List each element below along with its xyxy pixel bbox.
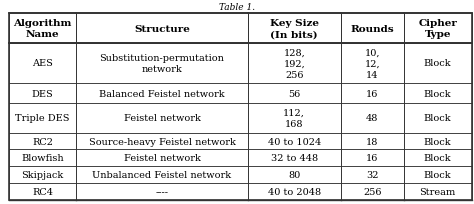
Bar <box>247 14 341 44</box>
Bar <box>76 133 247 150</box>
Bar <box>9 104 76 133</box>
Text: Blowfish: Blowfish <box>21 154 64 163</box>
Bar <box>247 104 341 133</box>
Bar <box>9 44 76 84</box>
Bar <box>404 183 472 200</box>
Text: Unbalanced Feistel network: Unbalanced Feistel network <box>92 170 232 179</box>
Text: Block: Block <box>424 59 451 68</box>
Text: AES: AES <box>32 59 53 68</box>
Bar <box>404 44 472 84</box>
Text: 48: 48 <box>366 114 378 123</box>
Text: 18: 18 <box>366 137 378 146</box>
Bar <box>341 166 404 183</box>
Text: 56: 56 <box>288 89 301 98</box>
Bar <box>9 166 76 183</box>
Text: RC2: RC2 <box>32 137 53 146</box>
Bar <box>341 150 404 166</box>
Text: Algorithm
Name: Algorithm Name <box>13 19 72 39</box>
Bar <box>247 166 341 183</box>
Text: Block: Block <box>424 114 451 123</box>
Text: Block: Block <box>424 154 451 163</box>
Bar <box>341 104 404 133</box>
Bar <box>404 133 472 150</box>
Bar <box>247 133 341 150</box>
Bar <box>404 104 472 133</box>
Text: 40 to 2048: 40 to 2048 <box>268 187 321 196</box>
Bar <box>247 150 341 166</box>
Bar <box>9 84 76 104</box>
Text: Block: Block <box>424 170 451 179</box>
Bar <box>9 183 76 200</box>
Text: Source-heavy Feistel network: Source-heavy Feistel network <box>89 137 236 146</box>
Text: Feistel network: Feistel network <box>124 154 201 163</box>
Text: 16: 16 <box>366 89 378 98</box>
Text: 256: 256 <box>363 187 382 196</box>
Bar <box>247 44 341 84</box>
Bar <box>404 84 472 104</box>
Bar <box>341 84 404 104</box>
Text: 16: 16 <box>366 154 378 163</box>
Bar <box>404 150 472 166</box>
Text: Rounds: Rounds <box>350 24 394 33</box>
Text: Substitution-permutation
network: Substitution-permutation network <box>100 54 225 74</box>
Text: 128,
192,
256: 128, 192, 256 <box>283 48 305 79</box>
Text: Cipher
Type: Cipher Type <box>418 19 457 39</box>
Text: 10,
12,
14: 10, 12, 14 <box>365 48 380 79</box>
Bar <box>341 44 404 84</box>
Text: Table 1.: Table 1. <box>219 3 255 12</box>
Bar <box>76 150 247 166</box>
Bar <box>9 133 76 150</box>
Bar <box>9 150 76 166</box>
Bar <box>247 84 341 104</box>
Bar <box>341 14 404 44</box>
Text: Stream: Stream <box>419 187 456 196</box>
Text: Structure: Structure <box>134 24 190 33</box>
Text: Feistel network: Feistel network <box>124 114 201 123</box>
Bar <box>404 14 472 44</box>
Text: Block: Block <box>424 89 451 98</box>
Text: RC4: RC4 <box>32 187 53 196</box>
Text: Block: Block <box>424 137 451 146</box>
Text: DES: DES <box>32 89 54 98</box>
Bar <box>76 166 247 183</box>
Bar <box>341 183 404 200</box>
Bar <box>404 166 472 183</box>
Bar <box>76 44 247 84</box>
Bar <box>76 14 247 44</box>
Bar <box>76 104 247 133</box>
Bar <box>9 14 76 44</box>
Bar <box>76 183 247 200</box>
Text: Skipjack: Skipjack <box>21 170 64 179</box>
Bar <box>247 183 341 200</box>
Text: 112,
168: 112, 168 <box>283 108 305 128</box>
Text: Balanced Feistel network: Balanced Feistel network <box>99 89 225 98</box>
Text: Triple DES: Triple DES <box>15 114 70 123</box>
Bar <box>76 84 247 104</box>
Text: 32 to 448: 32 to 448 <box>271 154 318 163</box>
Bar <box>341 133 404 150</box>
Text: 80: 80 <box>288 170 301 179</box>
Text: Key Size
(In bits): Key Size (In bits) <box>270 19 319 39</box>
Text: ----: ---- <box>155 187 169 196</box>
Text: 32: 32 <box>366 170 378 179</box>
Text: 40 to 1024: 40 to 1024 <box>267 137 321 146</box>
